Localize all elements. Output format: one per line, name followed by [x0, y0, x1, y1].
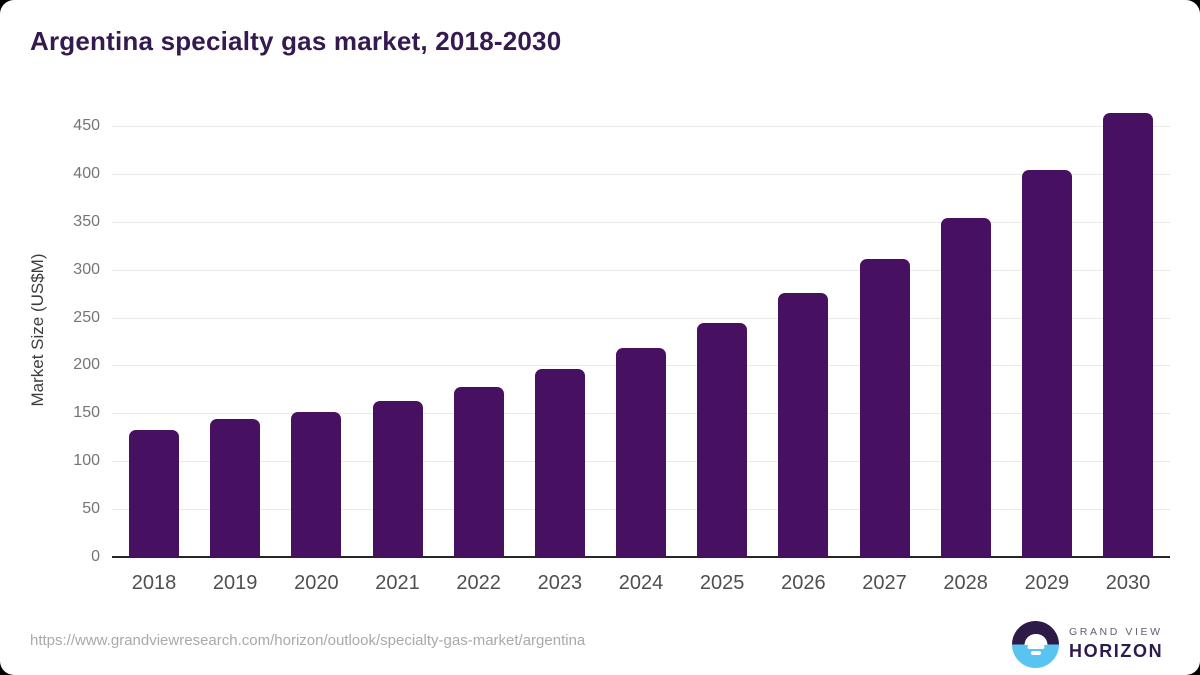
bar-2030 [1103, 112, 1153, 557]
x-tick-label-2030: 2030 [1105, 572, 1151, 594]
y-tick-label-300: 300 [73, 260, 100, 278]
sun-reflection-line [1030, 651, 1041, 656]
x-tick-label-2024: 2024 [618, 572, 664, 594]
chart-title: Argentina specialty gas market, 2018-203… [30, 26, 562, 56]
y-tick-label-350: 350 [73, 212, 100, 230]
y-tick-label-400: 400 [73, 164, 100, 182]
y-tick-label-100: 100 [73, 452, 100, 470]
bar-2018 [129, 429, 179, 557]
y-tick-label-200: 200 [73, 356, 100, 374]
bar-2025 [697, 323, 748, 557]
y-tick-label-0: 0 [91, 548, 100, 565]
x-tick-label-2018: 2018 [131, 572, 177, 594]
x-axis-line [112, 556, 1170, 558]
x-tick-label-2027: 2027 [862, 572, 907, 594]
x-tick-label-2025: 2025 [699, 572, 745, 594]
bar-2027 [859, 259, 910, 557]
x-tick-label-2021: 2021 [375, 572, 420, 594]
bar-2021 [372, 400, 423, 557]
gridline-300 [112, 269, 1170, 271]
gridline-450 [112, 126, 1170, 128]
bar-2024 [616, 348, 666, 557]
sun-reflection-line [1027, 645, 1044, 650]
brand-name-horizon: HORIZON [1069, 641, 1164, 661]
x-tick-label-2022: 2022 [456, 572, 501, 594]
x-tick-label-2023: 2023 [537, 572, 583, 594]
source-url: https://www.grandviewresearch.com/horizo… [30, 632, 586, 649]
plot-area [112, 104, 1170, 558]
y-tick-label-250: 250 [73, 308, 100, 326]
logo-text: GRAND VIEW HORIZON [1069, 626, 1163, 662]
sun-dome-shape [1024, 633, 1047, 645]
y-tick-label-50: 50 [82, 500, 100, 518]
bar-2023 [534, 369, 585, 557]
bar-2019 [210, 419, 261, 557]
bar-2026 [778, 292, 829, 557]
bar-2022 [453, 387, 504, 557]
bar-2028 [940, 217, 991, 557]
gridline-250 [112, 317, 1170, 319]
gridline-400 [112, 173, 1170, 175]
x-tick-label-2026: 2026 [781, 572, 826, 594]
gridline-350 [112, 221, 1170, 223]
x-tick-label-2029: 2029 [1024, 572, 1070, 594]
bar-2029 [1021, 170, 1072, 557]
horizon-sun-icon [1012, 621, 1059, 668]
bar-2020 [291, 412, 342, 557]
x-tick-label-2019: 2019 [212, 572, 258, 594]
grand-view-horizon-logo: GRAND VIEW HORIZON [1012, 621, 1172, 669]
x-tick-label-2020: 2020 [294, 572, 339, 594]
y-tick-label-450: 450 [73, 117, 100, 135]
y-tick-label-150: 150 [73, 404, 100, 422]
brand-name-grand-view: GRAND VIEW [1069, 626, 1163, 638]
x-tick-label-2028: 2028 [943, 572, 988, 594]
